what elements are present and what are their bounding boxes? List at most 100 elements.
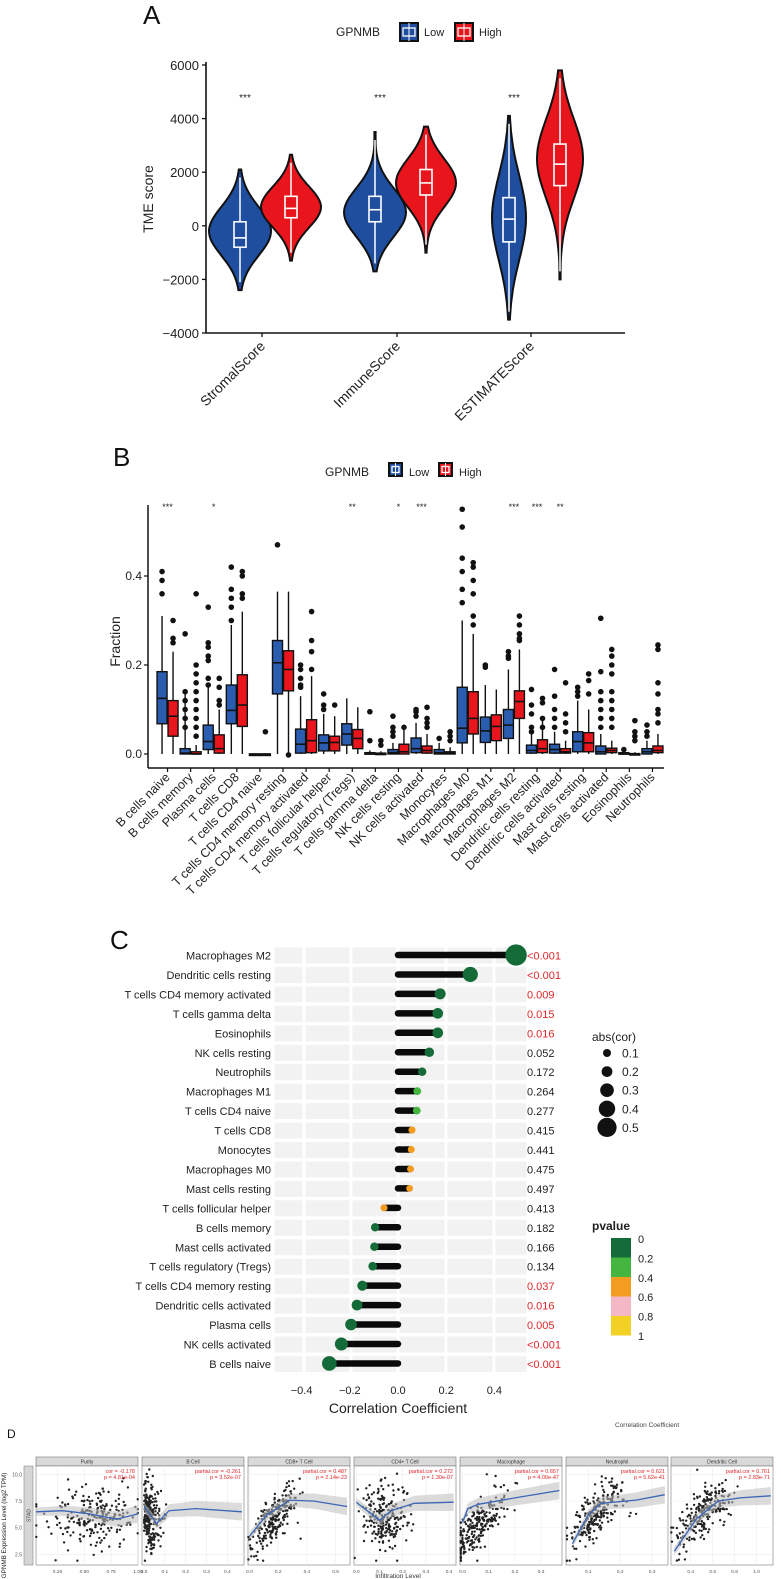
outlier-point — [608, 697, 615, 704]
scatter-point — [375, 1510, 379, 1513]
scatter-point — [721, 1481, 724, 1485]
panel-grid-cell — [447, 1103, 493, 1120]
scatter-point — [284, 1488, 287, 1492]
panel-grid-cell — [495, 1044, 527, 1061]
outlier-point — [390, 713, 396, 719]
outlier-point — [539, 715, 546, 722]
scatter-point — [374, 1532, 377, 1536]
panel-grid-cell — [305, 1025, 350, 1042]
outlier-point — [182, 688, 188, 695]
scatter-point — [483, 1545, 487, 1548]
panel-grid-cell — [305, 1122, 350, 1139]
scatter-point — [459, 1529, 462, 1533]
outlier-point — [193, 662, 199, 668]
x-tick-label: 0.2 — [512, 1569, 519, 1575]
scatter-point — [571, 1536, 574, 1539]
x-tick-label: 0.2 — [439, 1385, 454, 1397]
confidence-band — [356, 1493, 454, 1526]
panel-grid-cell — [274, 1200, 303, 1217]
panel-grid-cell — [447, 1005, 493, 1022]
scatter-point — [145, 1520, 148, 1523]
scatter-point — [700, 1529, 703, 1533]
scatter-point — [478, 1515, 481, 1519]
panel-grid-cell — [305, 1219, 350, 1236]
scatter-point — [384, 1534, 387, 1538]
scatter-point — [69, 1534, 72, 1537]
scatter-point — [481, 1525, 484, 1529]
outlier-point — [597, 688, 604, 695]
scatter-point — [369, 1519, 372, 1522]
scatter-point — [468, 1527, 471, 1531]
scatter-point — [477, 1534, 480, 1537]
scatter-point — [87, 1495, 91, 1499]
scatter-point — [154, 1532, 157, 1535]
x-tick-label: 0.6 — [332, 1569, 339, 1575]
box-iqr — [233, 220, 247, 249]
significance-label: *** — [374, 93, 386, 104]
color-legend-swatch — [611, 1277, 631, 1297]
size-legend-dot — [600, 1083, 614, 1098]
scatter-point — [689, 1517, 692, 1520]
row-label: Macrophages M2 — [186, 951, 271, 963]
scatter-point — [374, 1507, 377, 1511]
scatter-point — [255, 1554, 258, 1558]
panel-grid-cell — [274, 1355, 303, 1372]
outlier-point — [562, 728, 569, 735]
scatter-point — [377, 1527, 380, 1531]
scatter-point — [164, 1503, 168, 1506]
outlier-point — [632, 733, 638, 739]
scatter-point — [610, 1512, 613, 1516]
panel-grid-cell — [352, 1044, 397, 1061]
scatter-point — [692, 1493, 696, 1496]
scatter-point — [459, 1559, 462, 1562]
scatter-point — [379, 1497, 382, 1501]
scatter-point — [688, 1539, 691, 1542]
lollipop-dot — [322, 1356, 337, 1371]
scatter-point — [405, 1539, 408, 1542]
scatter-point — [715, 1510, 718, 1513]
panel-grid-cell — [447, 1219, 493, 1236]
scatter-point — [392, 1533, 396, 1536]
outlier-point — [516, 622, 523, 628]
scatter-point — [100, 1524, 103, 1527]
scatter-point — [690, 1537, 694, 1541]
x-tick-label: 0.1 — [585, 1569, 592, 1575]
scatter-point — [376, 1491, 379, 1495]
scatter-point — [260, 1527, 263, 1531]
scatter-point — [122, 1477, 125, 1480]
outlier-point — [470, 564, 477, 570]
scatter-point — [468, 1548, 471, 1551]
scatter-point — [592, 1496, 595, 1499]
outlier-point — [320, 706, 327, 713]
scatter-point — [151, 1536, 154, 1539]
panel-grid-cell — [447, 1025, 493, 1042]
scatter-point — [154, 1497, 157, 1500]
y-tick-label: 2.5 — [15, 1552, 22, 1558]
scatter-point — [269, 1535, 272, 1539]
panel-grid-cell — [352, 1083, 397, 1100]
scatter-point — [281, 1523, 284, 1526]
y-axis-title: GPNMB Expression Level (log2 TPM) — [1, 1473, 8, 1579]
legend-label-high: High — [459, 467, 482, 479]
outlier-point — [239, 591, 246, 597]
x-tick-label: 0.4 — [446, 1569, 453, 1575]
row-label: T cells gamma delta — [173, 1009, 272, 1021]
panel-grid-cell — [274, 1258, 303, 1275]
scatter-point — [708, 1515, 711, 1519]
panel-grid-cell — [305, 1083, 350, 1100]
scatter-point — [92, 1553, 95, 1557]
scatter-point — [365, 1519, 368, 1522]
scatter-point — [391, 1483, 394, 1486]
scatter-point — [247, 1558, 250, 1561]
scatter-point — [369, 1524, 373, 1527]
scatter-point — [78, 1537, 82, 1541]
scatter-point — [588, 1538, 591, 1542]
significance-label: *** — [509, 502, 520, 512]
scatter-point — [722, 1523, 725, 1527]
scatter-point — [275, 1530, 278, 1533]
scatter-point — [704, 1503, 707, 1506]
scatter-point — [478, 1519, 481, 1522]
x-tick-label: 0.0 — [246, 1569, 253, 1575]
scatter-point — [63, 1503, 67, 1506]
scatter-point — [155, 1504, 158, 1507]
